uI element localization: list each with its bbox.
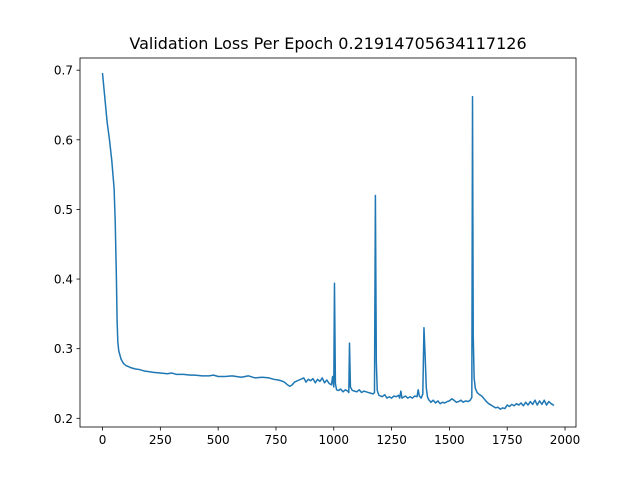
y-axis: 0.2 0.3 0.4 0.5 0.6 0.7 xyxy=(54,64,80,426)
x-tick-label: 0 xyxy=(99,433,107,447)
plot-frame xyxy=(79,57,577,428)
x-tick-label: 2000 xyxy=(550,433,581,447)
y-tick-label: 0.5 xyxy=(54,203,73,217)
x-tick-label: 1750 xyxy=(492,433,523,447)
y-tick-label: 0.3 xyxy=(54,342,73,356)
y-tick-label: 0.6 xyxy=(54,133,73,147)
y-tick-label: 0.7 xyxy=(54,64,73,78)
y-tick-label: 0.4 xyxy=(54,273,73,287)
x-axis: 0 250 500 750 1000 1250 1500 1750 2000 xyxy=(99,427,581,447)
x-tick-label: 1250 xyxy=(376,433,407,447)
x-tick-label: 1500 xyxy=(434,433,465,447)
x-tick-label: 750 xyxy=(265,433,288,447)
x-tick-label: 1000 xyxy=(319,433,350,447)
x-tick-label: 500 xyxy=(207,433,230,447)
y-tick-label: 0.2 xyxy=(54,412,73,426)
x-tick-label: 250 xyxy=(149,433,172,447)
validation-loss-line xyxy=(101,72,555,410)
chart-title: Validation Loss Per Epoch 0.219147056341… xyxy=(129,34,526,53)
